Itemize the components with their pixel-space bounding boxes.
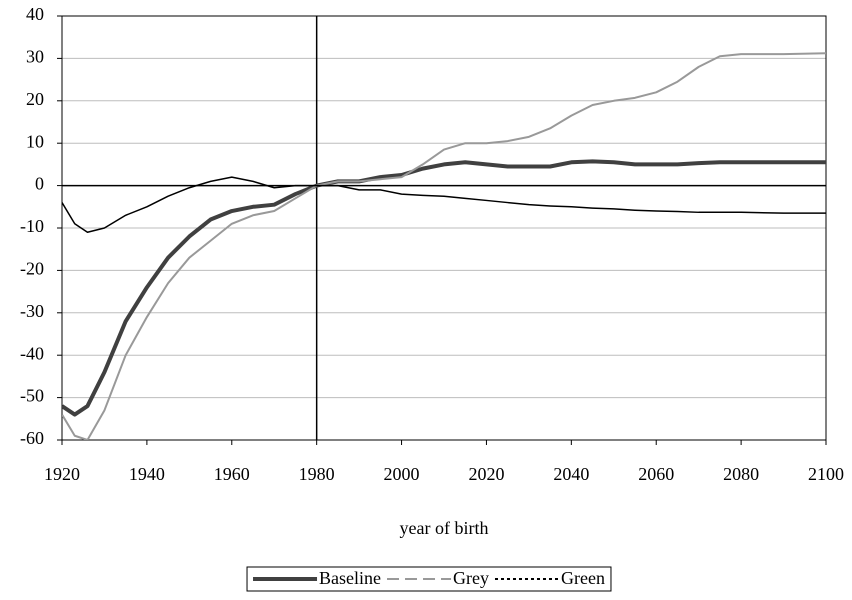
x-tick-label: 2080: [723, 464, 759, 484]
y-tick-label: -40: [20, 343, 44, 363]
y-tick-label: 40: [26, 4, 44, 24]
x-tick-label: 2040: [553, 464, 589, 484]
y-tick-label: -30: [20, 301, 44, 321]
y-tick-label: 30: [26, 47, 44, 67]
legend-label: Baseline: [319, 568, 381, 588]
x-axis-label: year of birth: [400, 518, 489, 538]
x-tick-label: 2060: [638, 464, 674, 484]
series-line: [62, 176, 826, 233]
y-tick-label: -50: [20, 386, 44, 406]
x-tick-label: 1940: [129, 464, 165, 484]
y-tick-label: -20: [20, 259, 44, 279]
plot-frame: [61, 15, 827, 441]
y-tick-label: 10: [26, 131, 44, 151]
x-tick-label: 1980: [299, 464, 335, 484]
x-tick-label: 2100: [808, 464, 844, 484]
x-tick-label: 2020: [468, 464, 504, 484]
x-tick-label: 1960: [214, 464, 250, 484]
series-line: [62, 159, 826, 417]
legend-label: Grey: [453, 568, 489, 588]
x-tick-label: 1920: [44, 464, 80, 484]
x-tick-label: 2000: [384, 464, 420, 484]
legend: Baseline Grey Green: [246, 566, 612, 592]
y-tick-label: 20: [26, 89, 44, 109]
legend-label: Green: [561, 568, 605, 588]
y-tick-label: -10: [20, 216, 44, 236]
series-line: [62, 52, 826, 440]
y-tick-label: 0: [35, 174, 44, 194]
y-tick-label: -60: [20, 428, 44, 448]
